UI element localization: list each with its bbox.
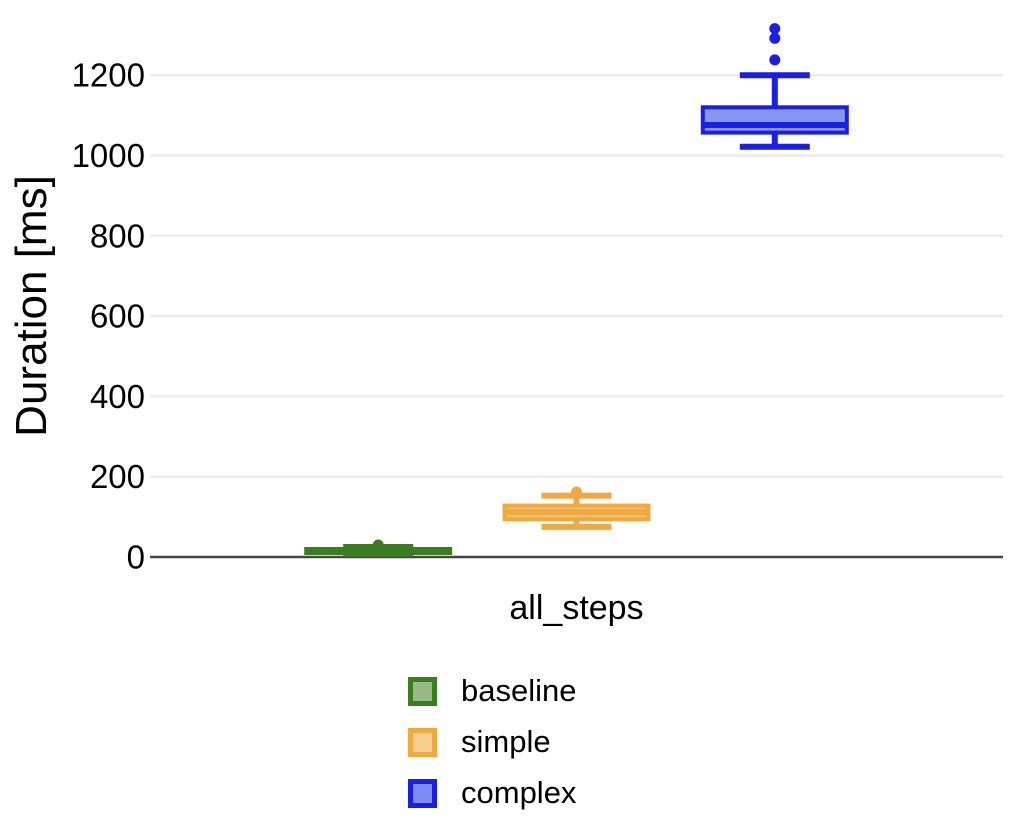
legend-label-complex: complex bbox=[461, 775, 577, 810]
outlier-complex bbox=[769, 54, 781, 66]
legend-swatch-complex bbox=[408, 778, 437, 808]
legend-item-baseline: baseline bbox=[408, 671, 576, 711]
outlier-complex bbox=[769, 23, 781, 35]
legend-label-simple: simple bbox=[461, 724, 551, 759]
box-complex bbox=[700, 105, 849, 135]
legend-label-baseline: baseline bbox=[461, 673, 577, 708]
outlier-simple bbox=[571, 486, 582, 498]
y-axis-title: Duration [ms] bbox=[7, 175, 56, 437]
legend-swatch-baseline bbox=[408, 676, 437, 706]
y-tick-label: 400 bbox=[90, 378, 145, 415]
y-tick-label: 1200 bbox=[72, 57, 145, 94]
legend: baseline simple complex bbox=[408, 671, 576, 824]
y-tick-label: 1000 bbox=[72, 137, 145, 174]
y-tick-label: 0 bbox=[127, 539, 145, 576]
y-tick-label: 200 bbox=[90, 458, 145, 495]
y-tick-label: 800 bbox=[90, 217, 145, 254]
legend-item-complex: complex bbox=[408, 773, 576, 813]
legend-swatch-simple bbox=[408, 727, 437, 757]
outlier-complex bbox=[769, 32, 781, 44]
outlier-baseline bbox=[372, 539, 384, 551]
y-tick-label: 600 bbox=[90, 298, 145, 335]
x-axis-label: all_steps bbox=[509, 589, 644, 627]
boxplot-chart: 0 200 400 600 800 1000 1200 bbox=[72, 23, 1003, 576]
legend-item-simple: simple bbox=[408, 722, 576, 762]
